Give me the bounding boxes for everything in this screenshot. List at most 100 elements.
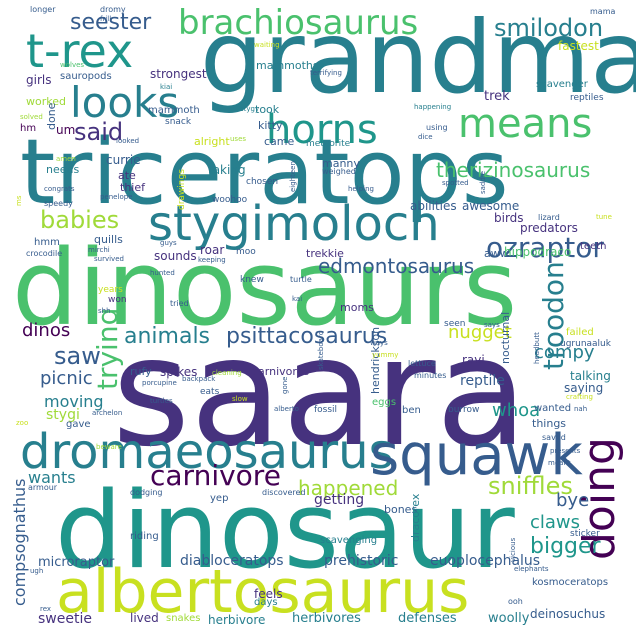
word-defenses: defenses — [398, 611, 457, 626]
word-snakes: snakes — [166, 613, 201, 624]
word-picnic: picnic — [40, 368, 93, 389]
word-taking: taking — [208, 163, 246, 177]
word-thief: thief — [120, 181, 145, 194]
word-porcupine: porcupine — [142, 379, 177, 387]
word-saw: saw — [54, 342, 101, 370]
word-skateboard: skateboard — [317, 330, 325, 370]
word-dinosaur: dinosaur — [55, 469, 515, 592]
word-gave: gave — [66, 419, 91, 430]
word-meant: meant — [548, 459, 571, 467]
word-nugget: nugget — [448, 322, 512, 343]
word-bones: bones — [384, 503, 418, 516]
word-carnivore: carnivore — [150, 459, 281, 492]
word-rufy: rufy — [130, 365, 152, 378]
word-ways: ways — [370, 339, 388, 347]
word-won: won — [108, 295, 127, 305]
word-lived: lived — [130, 611, 159, 625]
word-yep: yep — [210, 493, 229, 504]
word-crafting: crafting — [566, 393, 593, 401]
word-means: means — [458, 101, 593, 147]
word-cleaning: cleaning — [212, 369, 242, 377]
word-dromaeosaurus: dromaeosaurus — [20, 424, 394, 480]
word-scavenging: scavenging — [320, 535, 378, 546]
word-terrifying: terrifying — [310, 69, 342, 77]
word-lizard: lizard — [538, 213, 560, 222]
word-edmontosaurus: edmontosaurus — [318, 254, 475, 278]
word-took: took — [255, 103, 280, 116]
word-brachiosaurus: brachiosaurus — [178, 3, 419, 43]
word-failed: failed — [566, 327, 594, 338]
word-zoo: zoo — [16, 419, 29, 427]
word-happened: happened — [298, 476, 399, 500]
word-fastest: fastest — [558, 39, 599, 53]
word-trekkie: trekkie — [306, 247, 344, 260]
word-alright: alright — [194, 135, 230, 148]
word-wanted: wanted — [534, 403, 572, 414]
word-helping: helping — [348, 185, 374, 193]
word-horns: horns — [266, 107, 378, 153]
word-sniffles: sniffles — [488, 472, 573, 500]
word-t-rex: t-rex — [26, 24, 134, 78]
word-dromy: dromy — [100, 5, 126, 14]
word-using: using — [426, 123, 448, 132]
word-spikes: spikes — [160, 365, 198, 379]
word-quills: quills — [94, 233, 123, 246]
word-things: things — [532, 417, 567, 430]
word-longer: longer — [30, 5, 56, 14]
word-ozraptor: ozraptor — [486, 231, 604, 264]
word-triceratops: triceratops — [20, 120, 509, 225]
word-microraptor: microraptor — [38, 555, 115, 570]
word-frill: frill — [100, 15, 112, 23]
word-years: years — [98, 285, 123, 295]
word-tried: tried — [170, 299, 189, 308]
word-stygi: stygi — [46, 407, 80, 423]
word-rex: rex — [40, 605, 52, 613]
word-crocodile: crocodile — [26, 249, 63, 258]
word-abilities: abilities — [410, 199, 457, 213]
word-minutes: minutes — [414, 371, 447, 380]
word-ben: ben — [402, 405, 421, 416]
word-compsognathus: compsognathus — [10, 478, 29, 606]
word-stygimoloch: stygimoloch — [148, 196, 440, 252]
word-deinosuchus: deinosuchus — [530, 607, 606, 621]
word-smilodon: smilodon — [494, 14, 604, 42]
word-penelope: penelope — [100, 193, 133, 201]
word-armour: armour — [28, 483, 58, 492]
word-kai: kai — [292, 295, 303, 303]
word-riding: riding — [130, 531, 159, 542]
word-archelon: archelon — [92, 409, 123, 417]
word-sauropods: sauropods — [60, 71, 112, 82]
word-worked: worked — [26, 95, 66, 108]
word-prehistoric: prehistoric — [324, 553, 399, 569]
word-elephants: elephants — [514, 565, 549, 573]
word-carnivores: carnivores — [252, 365, 310, 378]
word-backpack: backpack — [182, 375, 216, 383]
word-moo: moo — [236, 247, 256, 257]
word-mammoth: mammoth — [148, 105, 200, 116]
word-dinos: dinos — [22, 320, 71, 341]
word-saddle: saddle — [479, 170, 487, 194]
word-dodging: dodging — [130, 488, 163, 497]
word-sticker: sticker — [570, 529, 600, 539]
word-mama: mama — [590, 7, 616, 16]
word-um: um — [56, 123, 76, 137]
word-feels: feels — [254, 587, 283, 601]
word-eighteen: eighteen — [289, 161, 297, 192]
word-bye: bye — [556, 490, 590, 511]
word-yummy: yummy — [372, 351, 399, 359]
word-nocturnal: nocturnal — [499, 311, 512, 364]
word-shh: shh — [98, 307, 111, 315]
word-aww: aww — [484, 247, 509, 260]
word-burrow: burrow — [448, 405, 480, 415]
word-woohoo: woohoo — [212, 195, 248, 205]
word-alberto: alberto — [274, 405, 299, 413]
word-therizinosaurus: therizinosaurus — [436, 158, 591, 182]
word-herbivore: herbivore — [208, 613, 266, 627]
word-keeping: keeping — [198, 256, 226, 264]
word-hunted: hunted — [150, 269, 175, 277]
word-teeth: teeth — [580, 241, 607, 252]
word-hippodraco: hippodraco — [504, 245, 572, 259]
word-dracorex: dracorex — [409, 493, 422, 542]
word-kiai: kiai — [160, 83, 173, 91]
